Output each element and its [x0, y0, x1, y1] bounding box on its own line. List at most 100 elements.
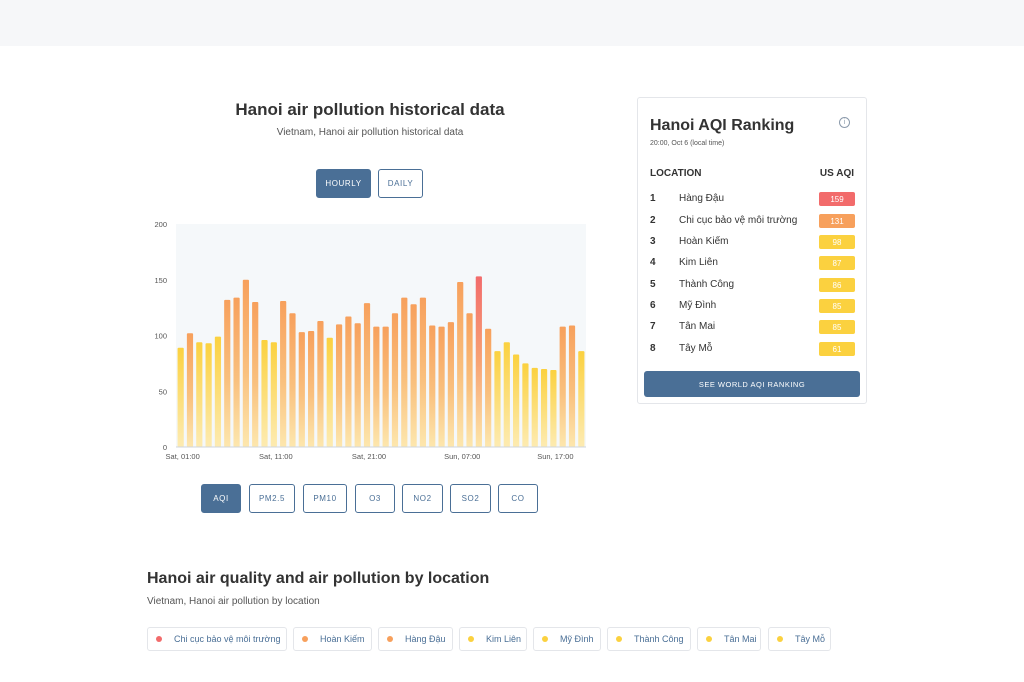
chart-bar[interactable]	[438, 326, 445, 447]
daily-button[interactable]: DAILY	[378, 169, 423, 198]
chart-bar[interactable]	[578, 351, 585, 447]
ranking-row[interactable]: 7 Tân Mai 85	[650, 320, 855, 334]
aqi-badge: 87	[819, 256, 855, 270]
chart-bar[interactable]	[298, 332, 305, 447]
location-chip[interactable]: Tây Mỗ	[768, 627, 831, 651]
location-chip[interactable]: Kim Liên	[459, 627, 527, 651]
chart-bar[interactable]	[522, 363, 529, 448]
location-chip[interactable]: Hoàn Kiếm	[293, 627, 372, 651]
pollutant-no2-button[interactable]: NO2	[402, 484, 443, 513]
pollutant-pm10-button[interactable]: PM10	[303, 484, 347, 513]
chart-bar[interactable]	[485, 328, 492, 447]
location-chip[interactable]: Chi cục bảo vệ môi trường	[147, 627, 287, 651]
chart-bar[interactable]	[540, 368, 548, 447]
pollutant-co-button[interactable]: CO	[498, 484, 538, 513]
chart-bar[interactable]	[345, 316, 352, 447]
rank-location-name[interactable]: Kim Liên	[679, 257, 718, 268]
pollutant-o3-button[interactable]: O3	[355, 484, 395, 513]
chart-bar[interactable]	[354, 323, 361, 447]
ranking-row[interactable]: 2 Chi cục bảo vệ môi trường 131	[650, 214, 855, 228]
chart-bar[interactable]	[335, 324, 343, 447]
rank-location-name[interactable]: Mỹ Đình	[679, 300, 717, 311]
ranking-row[interactable]: 6 Mỹ Đình 85	[650, 299, 855, 313]
chart-bar[interactable]	[270, 342, 277, 447]
pollutant-aqi-button[interactable]: AQI	[201, 484, 241, 513]
chart-bar[interactable]	[550, 370, 557, 447]
aqi-color-dot	[387, 636, 393, 642]
top-bar	[0, 0, 1024, 46]
rank-location-name[interactable]: Thành Công	[679, 279, 735, 290]
location-chip-label: Mỹ Đình	[560, 634, 594, 644]
rank-location-name[interactable]: Tây Mỗ	[679, 343, 713, 354]
rank-number: 4	[650, 257, 656, 268]
chart-bar[interactable]	[559, 326, 566, 447]
chart-bar[interactable]	[513, 354, 520, 447]
info-icon[interactable]: i	[839, 117, 850, 128]
aqi-color-dot	[156, 636, 162, 642]
rank-location-name[interactable]: Tân Mai	[679, 321, 716, 332]
rank-location-name[interactable]: Hàng Đậu	[679, 193, 725, 204]
x-tick-label: Sat, 11:00	[259, 452, 293, 461]
chart-bar[interactable]	[252, 302, 259, 447]
chart-bar[interactable]	[363, 303, 371, 447]
chart-bar[interactable]	[289, 313, 296, 447]
ranking-row[interactable]: 5 Thành Công 86	[650, 278, 855, 292]
chart-bar[interactable]	[568, 325, 576, 447]
aqi-color-dot	[542, 636, 548, 642]
chart-bar[interactable]	[419, 297, 427, 447]
chart-bar[interactable]	[224, 299, 231, 447]
chart-bar[interactable]	[280, 300, 287, 447]
chart-bar[interactable]	[503, 342, 510, 447]
hourly-button[interactable]: HOURLY	[316, 169, 371, 198]
rank-number: 1	[650, 193, 656, 204]
aqi-badge: 86	[819, 278, 855, 292]
chart-bar[interactable]	[466, 313, 473, 447]
chart-bar[interactable]	[317, 321, 324, 447]
chart-title: Hanoi air pollution historical data	[235, 100, 505, 119]
chart-bar[interactable]	[242, 279, 249, 447]
chart-bar[interactable]	[205, 343, 212, 447]
chart-bar[interactable]	[410, 304, 417, 447]
chart-bar[interactable]	[214, 336, 222, 447]
pollutant-pm25-button[interactable]: PM2.5	[249, 484, 295, 513]
rank-number: 2	[650, 215, 656, 226]
chart-bar[interactable]	[233, 297, 240, 447]
rank-number: 5	[650, 279, 656, 290]
ranking-time: 20:00, Oct 6 (local time)	[650, 140, 725, 147]
chart-bar[interactable]	[382, 326, 389, 447]
location-chip-label: Hoàn Kiếm	[320, 634, 365, 644]
chart-bar[interactable]	[261, 339, 268, 447]
aqi-badge: 131	[819, 214, 855, 228]
chart-bar[interactable]	[429, 325, 436, 447]
rank-location-name[interactable]: Chi cục bảo vệ môi trường	[679, 215, 798, 226]
x-tick-label: Sat, 21:00	[352, 452, 386, 461]
aqi-color-dot	[777, 636, 783, 642]
chart-bar[interactable]	[196, 342, 203, 447]
location-chip[interactable]: Mỹ Đình	[533, 627, 601, 651]
ranking-row[interactable]: 8 Tây Mỗ 61	[650, 342, 855, 356]
location-chip[interactable]: Tân Mai	[697, 627, 761, 651]
chart-bar[interactable]	[308, 331, 315, 447]
pollutant-so2-button[interactable]: SO2	[450, 484, 491, 513]
aqi-badge: 159	[819, 192, 855, 206]
chart-bar[interactable]	[475, 276, 482, 447]
location-chip[interactable]: Thành Công	[607, 627, 691, 651]
chart-bar[interactable]	[186, 333, 194, 447]
chart-bar[interactable]	[494, 351, 501, 447]
chart-bar[interactable]	[447, 322, 454, 447]
chart-bar[interactable]	[373, 326, 380, 447]
ranking-row[interactable]: 1 Hàng Đậu 159	[650, 192, 855, 206]
ranking-row[interactable]: 4 Kim Liên 87	[650, 256, 855, 270]
aqi-color-dot	[616, 636, 622, 642]
ranking-row[interactable]: 3 Hoàn Kiếm 98	[650, 235, 855, 249]
chart-bar[interactable]	[177, 347, 184, 447]
chart-bar[interactable]	[401, 297, 408, 447]
chart-bar[interactable]	[457, 281, 464, 447]
location-chip-label: Chi cục bảo vệ môi trường	[174, 634, 281, 644]
see-world-ranking-button[interactable]: SEE WORLD AQI RANKING	[644, 371, 860, 397]
chart-bar[interactable]	[531, 367, 538, 447]
location-chip[interactable]: Hàng Đậu	[378, 627, 453, 651]
rank-location-name[interactable]: Hoàn Kiếm	[679, 236, 729, 247]
chart-bar[interactable]	[391, 313, 399, 447]
chart-bar[interactable]	[326, 337, 333, 447]
